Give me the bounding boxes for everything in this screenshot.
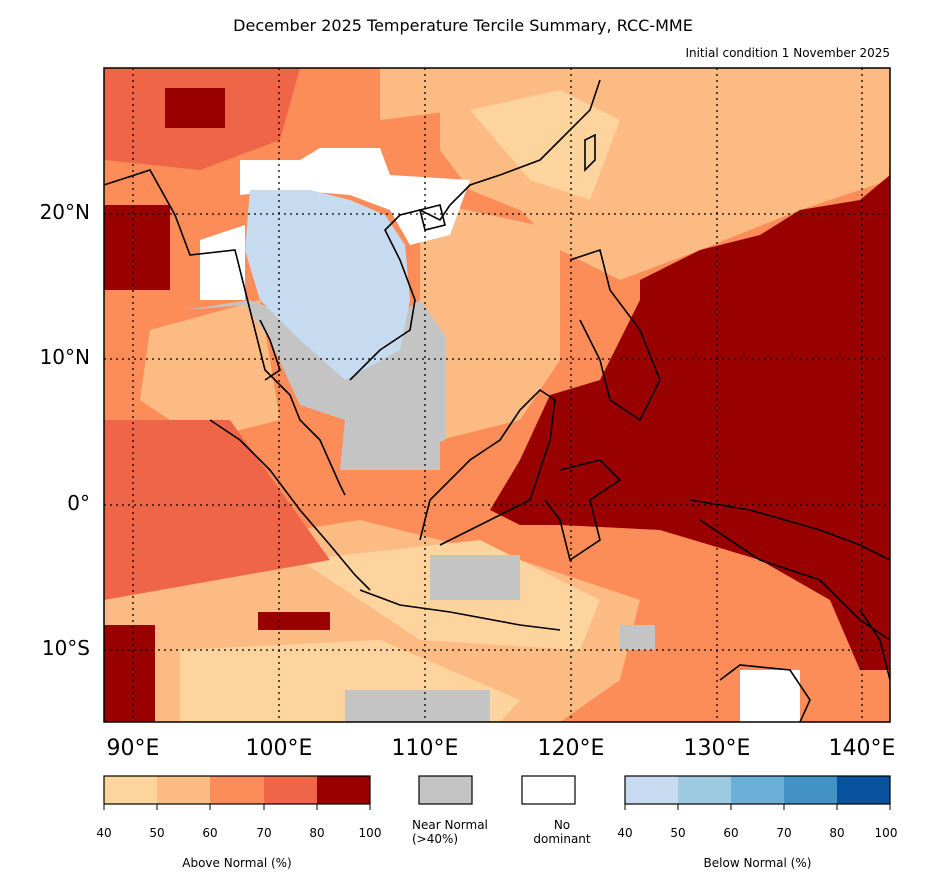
map-subtitle: Initial condition 1 November 2025: [685, 46, 890, 60]
legend-above-title: Above Normal (%): [182, 856, 292, 870]
legend-above-swatch-50-60: [157, 776, 210, 804]
legend-above-tick: 70: [256, 826, 272, 840]
legend-no-dominant-box: [521, 775, 576, 805]
lon-label-110e: 110°E: [391, 736, 459, 761]
legend-below-tick: 60: [723, 826, 739, 840]
lat-label-0: 0°: [67, 491, 90, 515]
field-indochina-below: [245, 190, 410, 380]
field-scs-near-normal: [340, 420, 440, 470]
coastlines: [104, 79, 890, 722]
field-indochina-no-dominant: [240, 148, 470, 245]
field-arafura-no-dominant: [740, 670, 800, 722]
coast-taiwan: [584, 133, 596, 172]
legend-below-swatch-70-80: [784, 776, 837, 804]
coast-australia: [719, 609, 890, 722]
lon-label-140e: 140°E: [828, 736, 896, 761]
field-pacific-dark: [490, 175, 890, 670]
field-java-near-normal: [430, 555, 520, 600]
legend-tick-marks: [103, 804, 891, 810]
legend-above-tick: 100: [358, 826, 382, 840]
legend-above-swatch-70-80: [264, 776, 317, 804]
coast-thai-gulf: [259, 319, 281, 381]
coast-new-guinea: [689, 499, 890, 641]
legend-below-bar: [624, 775, 891, 805]
legend-near-normal-swatch: [418, 775, 473, 805]
field-java-dark: [258, 612, 330, 630]
coast-hainan: [419, 204, 446, 231]
coast-myanmar-malaya: [104, 169, 346, 496]
map-frame: [103, 67, 891, 723]
legend-below-tick: 50: [670, 826, 686, 840]
coast-vietnam-china: [349, 79, 601, 381]
field-andaman: [140, 300, 280, 440]
coast-philippines: [569, 248, 661, 422]
lat-label-10n: 10°N: [39, 345, 90, 369]
legend-above-swatch-40-50: [104, 776, 157, 804]
legend-below-tick: 80: [829, 826, 845, 840]
lat-label-10s: 10°S: [41, 636, 90, 660]
field-scs: [420, 200, 560, 440]
legend-below-tick: 40: [617, 826, 633, 840]
lon-label-130e: 130°E: [683, 736, 751, 761]
legend-above-bar: [103, 775, 371, 805]
lon-label-90e: 90°E: [106, 736, 160, 761]
coast-java: [359, 589, 561, 631]
field-myanmar-no-dominant: [200, 225, 245, 300]
field-myanmar-dark: [104, 205, 170, 290]
lon-label-120e: 120°E: [537, 736, 605, 761]
lat-label-20n: 20°N: [39, 200, 90, 224]
legend-above-tick: 60: [202, 826, 218, 840]
coast-sumatra: [209, 419, 371, 591]
field-himalaya-dark: [165, 88, 225, 128]
legend-near-normal-box: [418, 775, 473, 805]
field-indian-ocean: [104, 420, 330, 600]
legend-above-tick: 40: [96, 826, 112, 840]
legend-below-swatch-40-50: [625, 776, 678, 804]
gridlines: [104, 68, 890, 722]
legend-above-swatch-80-100: [317, 776, 370, 804]
legend-near-normal-title: Near Normal (>40%): [412, 818, 488, 846]
field-timor-near-normal: [620, 625, 655, 650]
legend-below-title: Below Normal (%): [703, 856, 812, 870]
legend-below-tick: 100: [874, 826, 898, 840]
legend-above-tick: 80: [309, 826, 325, 840]
legend-above-tick: 50: [149, 826, 165, 840]
legend-no-dominant-title: No dominant: [533, 818, 591, 846]
lon-label-100e: 100°E: [245, 736, 313, 761]
legend-below-swatch-50-60: [678, 776, 731, 804]
legend-below-tick: 70: [776, 826, 792, 840]
legend-no-dominant-swatch: [521, 775, 576, 805]
field-sw-dark: [104, 625, 155, 722]
legend-above-swatch-60-70: [210, 776, 264, 804]
map-title: December 2025 Temperature Tercile Summar…: [233, 16, 693, 35]
coast-sulawesi: [544, 459, 622, 562]
legend-below-swatch-80-100: [837, 776, 890, 804]
legend-below-swatch-60-70: [731, 776, 784, 804]
coast-borneo: [419, 388, 556, 546]
field-south-near-normal: [345, 690, 490, 722]
